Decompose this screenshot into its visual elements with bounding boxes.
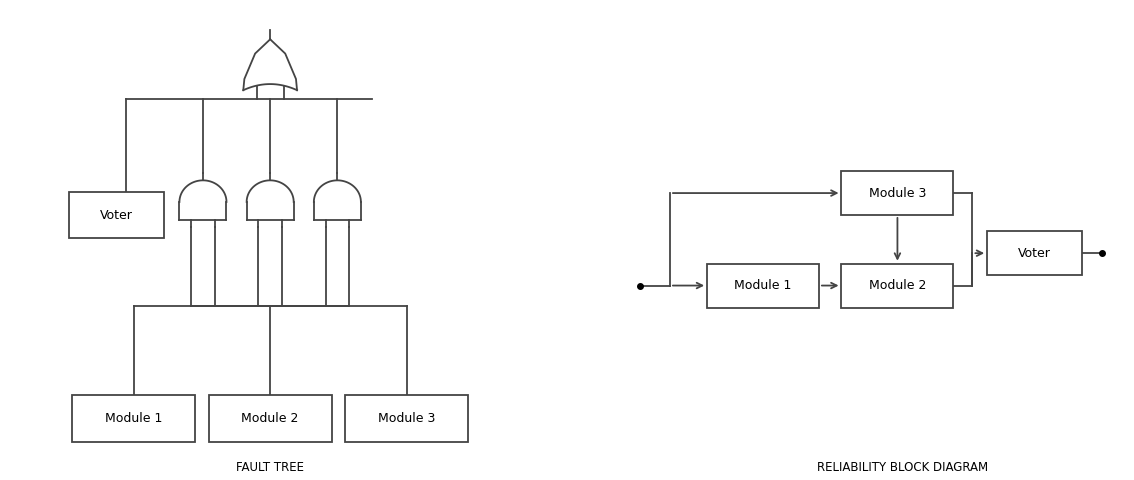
Bar [68, 192, 163, 238]
Text: RELIABILITY BLOCK DIAGRAM: RELIABILITY BLOCK DIAGRAM [818, 461, 989, 474]
Text: FAULT TREE: FAULT TREE [236, 461, 304, 474]
Bar [841, 171, 954, 215]
Text: Module 1: Module 1 [735, 279, 792, 292]
Bar [841, 264, 954, 308]
Text: Voter: Voter [100, 208, 133, 222]
Text: Module 1: Module 1 [104, 412, 162, 425]
Bar [71, 396, 195, 442]
Bar [706, 264, 819, 308]
Text: Voter: Voter [1018, 247, 1051, 260]
Text: Module 3: Module 3 [378, 412, 435, 425]
Bar [987, 231, 1082, 275]
Text: Module 2: Module 2 [869, 279, 926, 292]
Bar [209, 396, 332, 442]
Text: Module 2: Module 2 [242, 412, 299, 425]
Text: Module 3: Module 3 [869, 187, 926, 200]
Bar [345, 396, 468, 442]
